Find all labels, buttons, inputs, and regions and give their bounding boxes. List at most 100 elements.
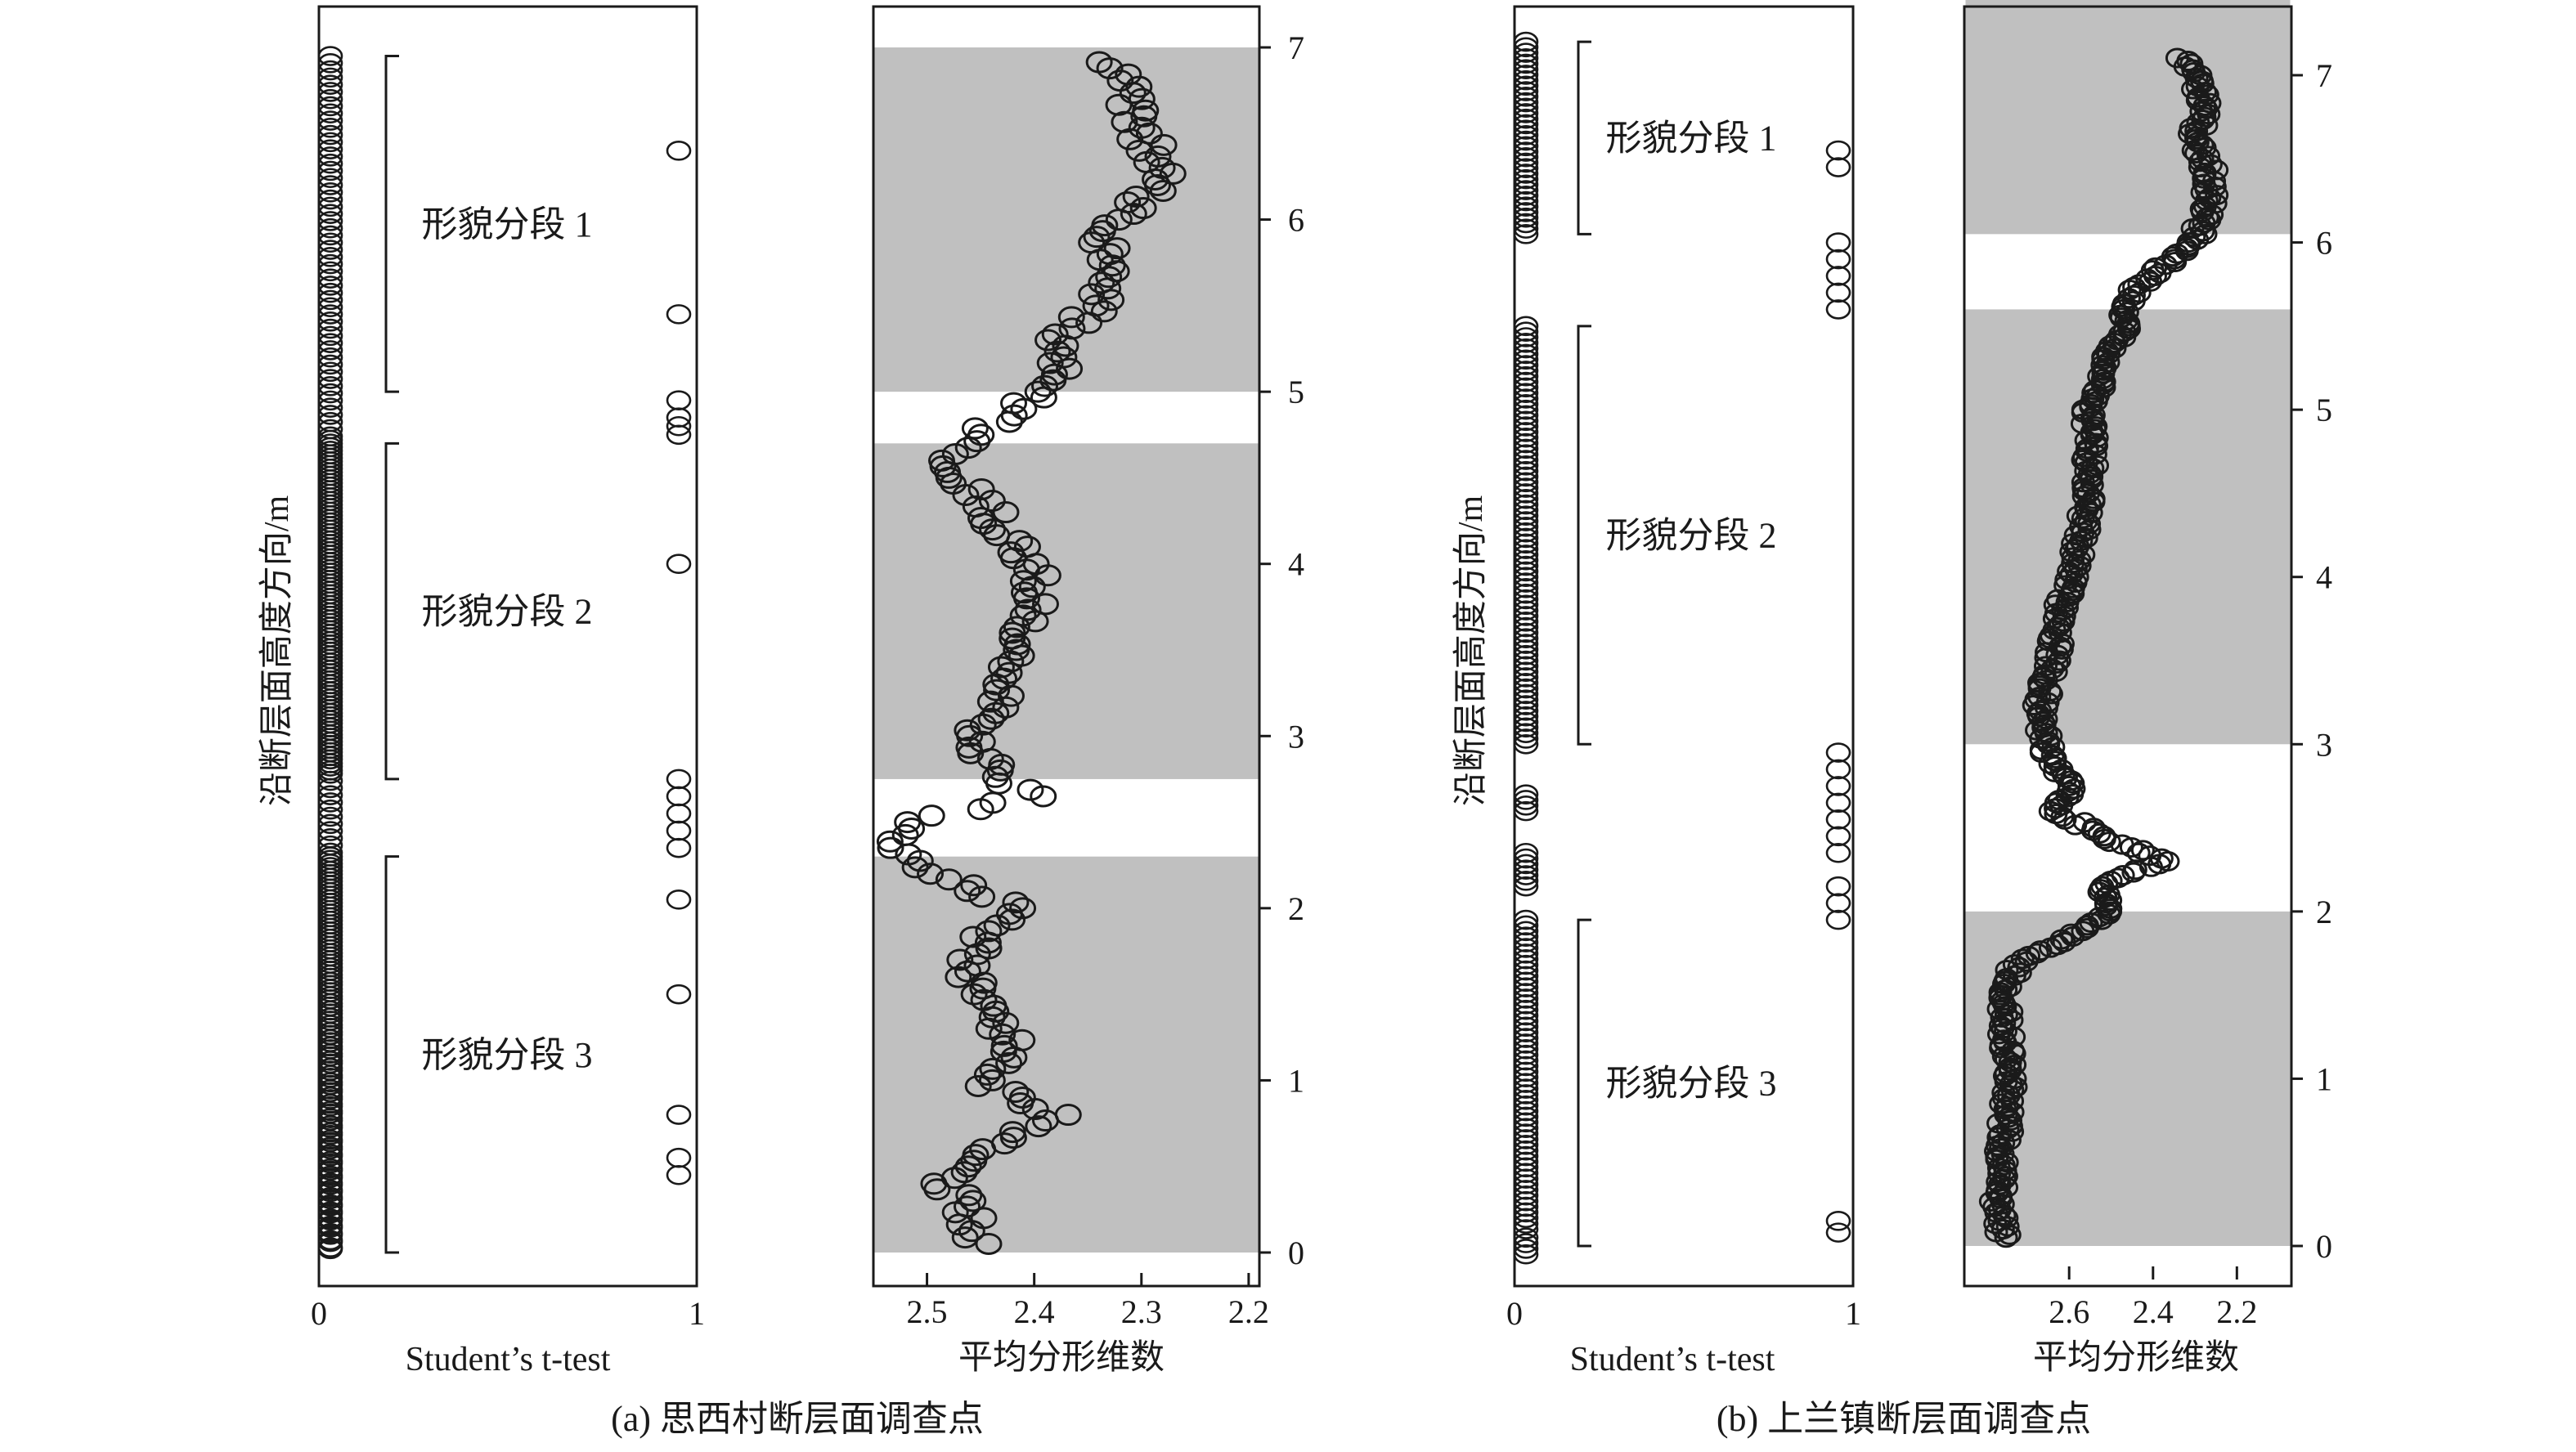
ttest-point-1 bbox=[1825, 742, 1851, 763]
ttest-xtick-label: 0 bbox=[1506, 1295, 1523, 1332]
fractal-point bbox=[891, 823, 919, 846]
fractal-point bbox=[1013, 536, 1041, 558]
fractal-point bbox=[1090, 300, 1118, 323]
ttest-point-1 bbox=[666, 820, 692, 841]
fractal-point bbox=[992, 1011, 1020, 1034]
fractal-point bbox=[1148, 156, 1176, 179]
ttest-point-1 bbox=[1825, 776, 1851, 796]
fractal-point bbox=[2080, 466, 2104, 487]
fractal-point bbox=[978, 1069, 1006, 1091]
fractal-point bbox=[2197, 92, 2222, 114]
fractal-point bbox=[962, 495, 990, 518]
fractal-point bbox=[1999, 1010, 2024, 1031]
fractal-point bbox=[1003, 616, 1030, 639]
segment-label: 形貌分段 3 bbox=[422, 1035, 593, 1075]
fractal-point bbox=[1054, 1104, 1082, 1127]
panel-b-fractal-chart: 2.6 2.4 2.2 0 1 2 3 4 5 6 7 平均分形维数 bbox=[1963, 0, 2332, 1377]
fractal-point bbox=[1002, 1080, 1030, 1103]
fractal-point bbox=[1135, 122, 1163, 145]
fractal-point bbox=[1111, 110, 1138, 133]
ytick-label: 0 bbox=[2316, 1228, 2332, 1265]
ttest-xtick-label: 1 bbox=[689, 1295, 705, 1332]
fractal-point bbox=[960, 874, 988, 897]
ttest-point-1 bbox=[1825, 759, 1851, 780]
fractal-point bbox=[1144, 145, 1172, 168]
fractal-point bbox=[970, 988, 998, 1011]
ttest-point-1 bbox=[1825, 842, 1851, 863]
fractal-point bbox=[901, 856, 929, 879]
panel-a-caption: (a) 思西村断层面调查点 bbox=[611, 1399, 984, 1439]
fractal-point bbox=[961, 417, 989, 440]
fractal-point bbox=[1078, 283, 1106, 306]
fractal-point bbox=[946, 948, 974, 971]
fractal-point bbox=[2138, 845, 2162, 867]
fractal-point bbox=[990, 1034, 1018, 1057]
fractal-point bbox=[2165, 47, 2189, 69]
fractal-point bbox=[968, 885, 996, 908]
ttest-point-1 bbox=[666, 424, 692, 446]
ttest-point-1 bbox=[1825, 249, 1851, 270]
fractal-point bbox=[1120, 203, 1147, 226]
panel-b-fractal-marks bbox=[1978, 47, 2229, 1248]
panel-a-y-axis-title: 沿断层面高度方向/m bbox=[258, 495, 296, 807]
fractal-xtick-label: 2.6 bbox=[2049, 1293, 2089, 1330]
ttest-point-1 bbox=[666, 415, 692, 437]
fractal-point bbox=[1103, 237, 1131, 260]
fractal-point bbox=[954, 880, 981, 903]
ttest-point-1 bbox=[1825, 266, 1851, 286]
fractal-point bbox=[2149, 848, 2174, 869]
fractal-point bbox=[999, 621, 1026, 644]
panel-b-caption: (b) 上兰镇断层面调查点 bbox=[1717, 1399, 2091, 1439]
panel-b-yticks: 0 1 2 3 4 5 6 7 bbox=[2291, 57, 2332, 1265]
fractal-point bbox=[2040, 745, 2065, 766]
ttest-point-1 bbox=[1825, 792, 1851, 813]
ttest-point-1 bbox=[1825, 826, 1851, 847]
fractal-point bbox=[987, 656, 1015, 679]
fractal-point bbox=[995, 903, 1023, 925]
fractal-xtick-label: 2.3 bbox=[1121, 1293, 1162, 1330]
panel-a-yticks: 0 1 2 3 4 5 6 7 bbox=[1259, 29, 1304, 1271]
ttest-point-1 bbox=[1825, 809, 1851, 830]
fractal-point bbox=[992, 501, 1020, 524]
fractal-point bbox=[2106, 867, 2130, 889]
panel-a-ttest-frame bbox=[317, 5, 698, 1288]
ytick-label: 0 bbox=[1288, 1235, 1304, 1271]
fractal-point bbox=[1010, 581, 1038, 604]
fractal-point bbox=[1002, 891, 1030, 914]
ttest-point-1 bbox=[1825, 1211, 1851, 1231]
fractal-point bbox=[1016, 778, 1044, 801]
fractal-point bbox=[1003, 633, 1031, 656]
ytick-label: 1 bbox=[1288, 1062, 1304, 1099]
ytick-label: 4 bbox=[1288, 546, 1304, 583]
fractal-point bbox=[995, 1051, 1023, 1074]
fractal-point bbox=[1056, 357, 1084, 380]
fractal-point bbox=[1008, 1028, 1036, 1051]
segment-bracket bbox=[1577, 40, 1591, 235]
fractal-point bbox=[2111, 865, 2135, 886]
fractal-point bbox=[979, 1057, 1007, 1080]
fractal-point bbox=[1024, 380, 1052, 403]
ttest-point-1 bbox=[1825, 299, 1851, 320]
fractal-point bbox=[1009, 604, 1037, 627]
fractal-point bbox=[928, 449, 956, 472]
segment-label: 形貌分段 2 bbox=[422, 592, 593, 632]
fractal-point bbox=[1125, 139, 1153, 162]
fractal-point bbox=[1083, 226, 1111, 249]
ttest-point-1 bbox=[1825, 232, 1851, 253]
ttest-point-1 bbox=[666, 769, 692, 790]
ttest-point-1 bbox=[1825, 1222, 1851, 1243]
panel-a-shaded-bands bbox=[874, 47, 1259, 1253]
fractal-xtick-label: 2.2 bbox=[2216, 1293, 2257, 1330]
ttest-point-1 bbox=[666, 553, 692, 575]
ttest-point-1 bbox=[1825, 140, 1851, 161]
fractal-point bbox=[990, 1132, 1018, 1155]
shaded-band bbox=[874, 856, 1259, 1253]
panel-a-ttest-xlabel: Student’s t-test bbox=[406, 1341, 611, 1378]
fractal-xtick-label: 2.5 bbox=[907, 1293, 948, 1330]
fractal-point bbox=[1122, 185, 1150, 208]
